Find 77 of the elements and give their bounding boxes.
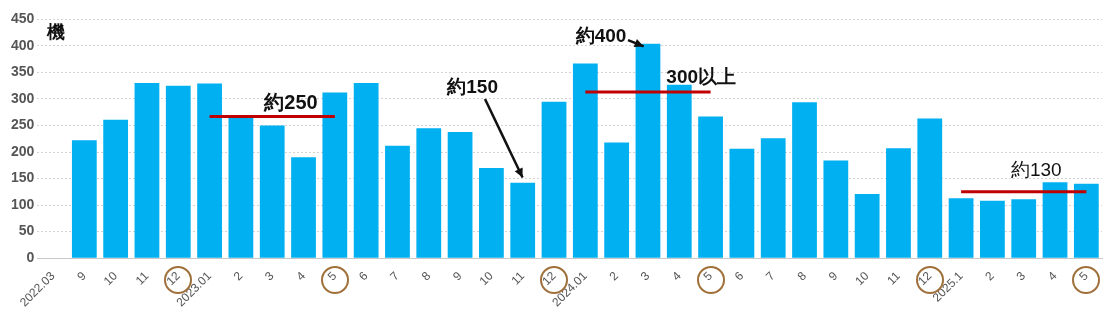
bar xyxy=(917,118,943,258)
y-tick-label: 400 xyxy=(11,36,35,53)
x-tick-label: 11 xyxy=(508,268,528,288)
x-tick-label: 3 xyxy=(637,268,653,284)
x-tick-label: 2 xyxy=(230,268,246,284)
bar xyxy=(134,83,160,258)
x-tick-label: 6 xyxy=(355,268,371,284)
bar xyxy=(666,84,692,258)
annotation: 約400 xyxy=(574,25,627,47)
x-tick-label: 10 xyxy=(852,268,872,289)
bar xyxy=(1011,199,1037,258)
x-tick-label: 11 xyxy=(884,268,904,288)
annotation: 約150 xyxy=(446,75,498,97)
bar xyxy=(854,193,880,258)
x-tick-label: 9 xyxy=(825,268,841,284)
bar xyxy=(103,119,129,258)
y-tick-label: 150 xyxy=(11,169,35,186)
annotation: 約130 xyxy=(1010,158,1062,180)
x-tick-label: 4 xyxy=(1044,268,1060,284)
bar xyxy=(71,140,97,258)
annotation: 約250 xyxy=(263,90,318,113)
x-tick-label: 6 xyxy=(731,268,747,284)
bar xyxy=(259,125,285,258)
bar xyxy=(541,101,567,258)
x-tick-label: 2 xyxy=(982,268,998,284)
bar xyxy=(635,43,661,258)
bar xyxy=(604,142,630,258)
x-tick-label: 9 xyxy=(74,268,90,284)
bar xyxy=(760,138,786,258)
x-tick-label: 7 xyxy=(387,268,403,284)
x-tick-label: 11 xyxy=(132,268,152,288)
bar xyxy=(291,157,316,258)
bar xyxy=(447,131,473,258)
bar xyxy=(322,92,348,258)
x-tick-label: 3 xyxy=(1013,268,1029,284)
bar xyxy=(479,167,504,258)
bar xyxy=(353,83,379,258)
x-tick-label: 5 xyxy=(1076,268,1092,284)
bar xyxy=(1073,183,1099,258)
bar xyxy=(886,148,911,258)
y-tick-label: 350 xyxy=(11,63,35,80)
bar xyxy=(1042,182,1068,258)
bar xyxy=(823,160,849,258)
y-axis-title: 機 xyxy=(46,22,66,43)
x-tick-label: 2 xyxy=(606,268,622,284)
annotation: 300以上 xyxy=(666,65,737,87)
bar xyxy=(698,116,723,258)
y-tick-label: 250 xyxy=(11,116,35,133)
x-tick-label: 4 xyxy=(669,268,684,284)
bar xyxy=(792,102,817,258)
y-tick-label: 450 xyxy=(11,10,35,27)
bar xyxy=(416,128,442,258)
bar xyxy=(510,182,536,258)
y-tick-label: 100 xyxy=(11,195,35,212)
x-tick-label: 8 xyxy=(794,268,810,284)
bar xyxy=(228,116,254,258)
x-tick-label: 3 xyxy=(262,268,277,284)
x-tick-label: 10 xyxy=(476,268,497,289)
y-tick-label: 200 xyxy=(11,142,35,159)
x-tick-label: 4 xyxy=(293,268,309,284)
x-tick-label: 5 xyxy=(700,268,716,284)
y-tick-label: 0 xyxy=(26,249,35,265)
y-tick-label: 50 xyxy=(18,222,35,239)
bar xyxy=(385,145,410,258)
bar xyxy=(980,200,1005,258)
bar xyxy=(197,83,222,258)
x-tick-label: 7 xyxy=(763,268,778,284)
y-tick-label: 300 xyxy=(11,89,35,106)
bar xyxy=(948,198,974,258)
bar xyxy=(572,63,598,258)
x-tick-label: 12 xyxy=(914,268,935,289)
x-tick-label: 5 xyxy=(324,268,340,284)
x-tick-label: 8 xyxy=(418,268,434,284)
bar xyxy=(165,85,191,258)
bar xyxy=(729,148,755,258)
x-tick-label: 9 xyxy=(449,268,465,284)
x-tick-label: 10 xyxy=(100,268,121,289)
